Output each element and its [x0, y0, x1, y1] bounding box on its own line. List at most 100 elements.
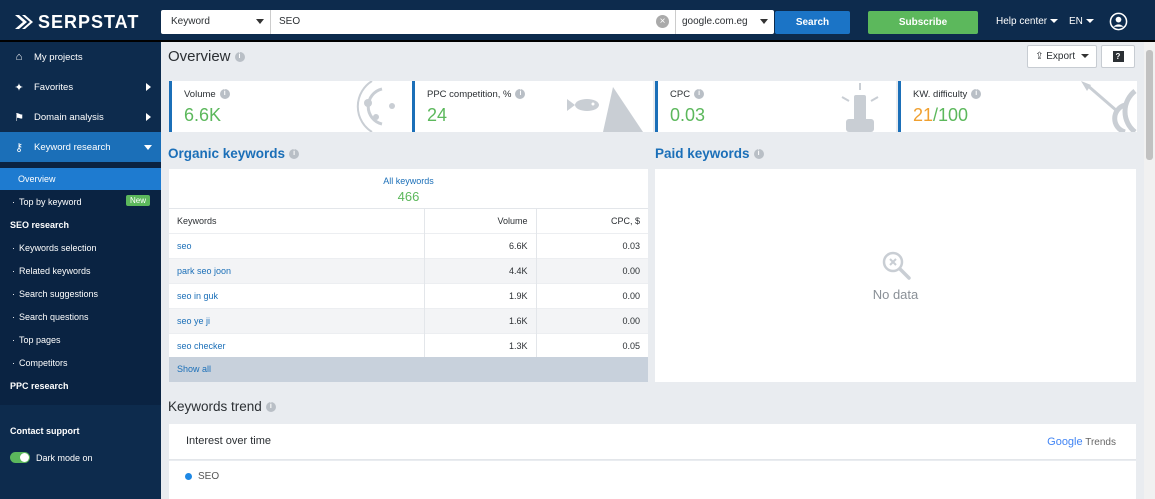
- sidebar-sub-search-questions[interactable]: Search questions: [0, 305, 161, 328]
- keyword-link[interactable]: seo: [169, 233, 425, 259]
- engine-value: google.com.eg: [682, 16, 748, 27]
- trend-header: Interest over time Google Trends: [169, 424, 1136, 460]
- scrollbar-thumb[interactable]: [1146, 50, 1153, 160]
- logo-text: SERPSTAT: [38, 11, 140, 32]
- info-icon[interactable]: i: [753, 149, 764, 160]
- keyword-link[interactable]: seo in guk: [169, 283, 425, 309]
- card-value: 0.03: [670, 105, 706, 125]
- caret-down-icon: [1050, 19, 1059, 24]
- main-content: Overview i ⇪ Export ? Volume i 6.6K PPC co…: [161, 42, 1144, 499]
- help-center-label: Help center: [996, 16, 1048, 27]
- organic-keywords-title[interactable]: Organic keywords i: [168, 146, 300, 161]
- page-title-text: Overview: [168, 48, 231, 65]
- all-keywords-link[interactable]: All keywords: [383, 176, 434, 186]
- caret-down-icon: [760, 19, 768, 24]
- legend-label[interactable]: SEO: [198, 471, 220, 482]
- column-header-keywords[interactable]: Keywords: [169, 208, 425, 234]
- sidebar-sub-top-by-keyword[interactable]: Top by keyword New: [0, 190, 161, 213]
- info-icon[interactable]: i: [265, 402, 276, 413]
- logo-icon: [15, 15, 33, 29]
- table-row: seo in guk 1.9K 0.00: [169, 283, 648, 309]
- export-label: Export: [1046, 51, 1076, 62]
- help-button[interactable]: ?: [1101, 45, 1135, 68]
- export-button[interactable]: ⇪ Export: [1027, 45, 1097, 68]
- serpstat-logo[interactable]: SERPSTAT: [12, 11, 139, 33]
- search-button[interactable]: Search: [775, 11, 850, 34]
- sidebar-sub-overview[interactable]: Overview: [0, 168, 161, 190]
- question-icon: ?: [1112, 51, 1124, 62]
- all-keywords-count: 466: [397, 189, 420, 204]
- card-label-text: Volume: [184, 89, 216, 100]
- chevron-right-icon: [146, 113, 151, 121]
- column-header-volume[interactable]: Volume: [424, 208, 537, 234]
- ppc-research-heading[interactable]: PPC research: [10, 380, 69, 391]
- interest-over-time-label: Interest over time: [186, 435, 271, 447]
- sidebar-sub-label: Top by keyword: [19, 196, 82, 207]
- keyword-link[interactable]: park seo joon: [169, 258, 425, 284]
- volume-cell: 1.6K: [424, 308, 537, 334]
- contact-support-link[interactable]: Contact support: [10, 426, 80, 436]
- clear-icon[interactable]: ×: [656, 15, 669, 28]
- sidebar-item-label: Keyword research: [34, 141, 111, 153]
- help-center-menu[interactable]: Help center: [996, 16, 1059, 27]
- sidebar-item-label: My projects: [34, 51, 83, 63]
- table-row: seo checker 1.3K 0.05: [169, 333, 648, 359]
- language-menu[interactable]: EN: [1069, 16, 1094, 27]
- keyword-link[interactable]: seo ye ji: [169, 308, 425, 334]
- sidebar-sub-competitors[interactable]: Competitors: [0, 351, 161, 374]
- paid-keywords-title[interactable]: Paid keywords i: [655, 146, 764, 161]
- info-icon[interactable]: i: [971, 89, 982, 100]
- info-icon[interactable]: i: [515, 89, 526, 100]
- sidebar-item-domain-analysis[interactable]: ⚑ Domain analysis: [0, 102, 161, 132]
- toggle-switch[interactable]: [10, 452, 30, 463]
- search-icon: [882, 251, 911, 280]
- upload-icon: ⇪: [1035, 51, 1044, 62]
- sidebar-sub-related-keywords[interactable]: Related keywords: [0, 259, 161, 282]
- google-wordmark: Google: [1047, 436, 1083, 448]
- volume-card: Volume i 6.6K: [169, 81, 412, 132]
- difficulty-score: 21: [913, 105, 934, 125]
- cursor-click-icon: [841, 83, 879, 132]
- trends-wordmark: Trends: [1085, 437, 1116, 448]
- volume-cell: 4.4K: [424, 258, 537, 284]
- card-value: 6.6K: [184, 105, 222, 125]
- cpc-cell: 0.00: [536, 283, 648, 309]
- sidebar-item-keyword-research[interactable]: ⚷ Keyword research: [0, 132, 161, 162]
- card-label-text: CPC: [670, 89, 691, 100]
- keyword-link[interactable]: seo checker: [169, 333, 425, 359]
- chevron-down-icon: [144, 145, 152, 150]
- dark-mode-label: Dark mode on: [36, 452, 93, 463]
- column-header-cpc[interactable]: CPC, $: [536, 208, 648, 234]
- sidebar-sub-search-suggestions[interactable]: Search suggestions: [0, 282, 161, 305]
- trend-title-text: Keywords trend: [168, 399, 262, 414]
- caret-down-icon: [1080, 54, 1089, 59]
- cpc-cell: 0.05: [536, 333, 648, 359]
- cpc-card: CPC i 0.03: [655, 81, 896, 132]
- search-box: Keyword SEO × google.com.eg: [161, 10, 774, 34]
- volume-cell: 1.9K: [424, 283, 537, 309]
- organic-keywords-panel: All keywords 466 Keywords Volume CPC, $ …: [169, 169, 648, 382]
- info-icon[interactable]: i: [694, 89, 705, 100]
- sidebar-sub-top-pages[interactable]: Top pages: [0, 328, 161, 351]
- info-icon[interactable]: i: [219, 89, 230, 100]
- search-type-value: Keyword: [171, 16, 210, 27]
- sidebar-item-my-projects[interactable]: ⌂ My projects: [0, 42, 161, 72]
- sidebar-sub-keywords-selection[interactable]: Keywords selection: [0, 236, 161, 259]
- user-icon[interactable]: [1109, 12, 1128, 31]
- sidebar-item-favorites[interactable]: ✦ Favorites: [0, 72, 161, 102]
- card-value: 21/100: [913, 105, 968, 126]
- search-input[interactable]: SEO ×: [271, 10, 676, 34]
- keyword-research-submenu: Overview Top by keyword New SEO research…: [0, 162, 161, 405]
- table-row: seo 6.6K 0.03: [169, 233, 648, 259]
- info-icon[interactable]: i: [289, 149, 300, 160]
- info-icon[interactable]: i: [234, 52, 245, 63]
- search-type-select[interactable]: Keyword: [161, 10, 271, 34]
- dark-mode-toggle[interactable]: Dark mode on: [10, 452, 93, 463]
- subscribe-button[interactable]: Subscribe: [868, 11, 978, 34]
- paid-keywords-panel: No data: [655, 169, 1136, 382]
- show-all-button[interactable]: Show all: [169, 357, 648, 382]
- card-label: CPC i: [670, 89, 705, 100]
- volume-cell: 1.3K: [424, 333, 537, 359]
- scrollbar[interactable]: [1144, 42, 1155, 499]
- engine-select[interactable]: google.com.eg: [676, 10, 774, 34]
